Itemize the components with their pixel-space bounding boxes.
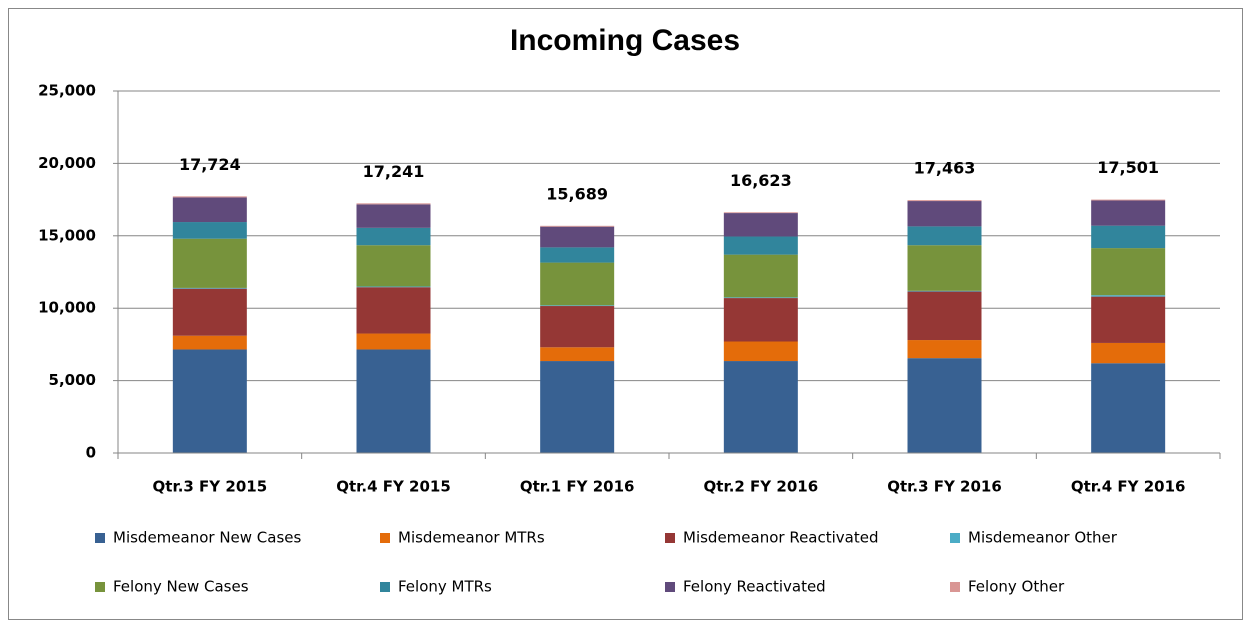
bar-segment <box>907 290 982 292</box>
x-tick-label: Qtr.4 FY 2016 <box>1071 478 1186 496</box>
total-label: 16,623 <box>730 171 792 190</box>
bar-segment <box>356 245 431 287</box>
bar-segment <box>540 262 615 306</box>
y-tick-label: 15,000 <box>38 226 96 244</box>
legend-label: Felony Reactivated <box>683 578 826 596</box>
y-tick-label: 20,000 <box>38 154 96 172</box>
total-label: 17,463 <box>914 159 976 178</box>
bar-segment <box>540 225 615 227</box>
legend-swatch <box>665 533 675 543</box>
bar-segment <box>356 287 431 334</box>
bar-segment <box>172 196 247 198</box>
bar-segment <box>907 291 982 341</box>
y-tick-label: 10,000 <box>38 299 96 317</box>
legend-swatch <box>380 582 390 592</box>
total-label: 17,501 <box>1097 158 1159 177</box>
legend-swatch <box>95 533 105 543</box>
bar-segment <box>1091 225 1166 249</box>
bar-segment <box>540 361 615 453</box>
x-tick-label: Qtr.4 FY 2015 <box>336 478 451 496</box>
legend-label: Misdemeanor Reactivated <box>683 529 879 547</box>
bar-segment <box>1091 342 1166 364</box>
bar-segment <box>172 222 247 239</box>
bar-segment <box>723 298 798 342</box>
legend-swatch <box>950 582 960 592</box>
legend-label: Misdemeanor MTRs <box>398 529 545 547</box>
bar-segment <box>356 333 431 350</box>
bar-segment <box>907 340 982 359</box>
legend-swatch <box>95 582 105 592</box>
bar-segment <box>540 306 615 348</box>
bar-segment <box>907 200 982 202</box>
x-tick-label: Qtr.2 FY 2016 <box>704 478 819 496</box>
total-label: 17,724 <box>179 155 241 174</box>
x-tick-label: Qtr.3 FY 2015 <box>153 478 268 496</box>
bar-segment <box>1091 248 1166 296</box>
bar-segment <box>1091 200 1166 226</box>
bar-segment <box>356 349 431 453</box>
bar-segment <box>907 245 982 291</box>
x-tick-label: Qtr.1 FY 2016 <box>520 478 635 496</box>
bar-segment <box>172 349 247 453</box>
bar-segment <box>1091 296 1166 343</box>
legend-label: Felony New Cases <box>113 578 249 596</box>
bar-segment <box>172 287 247 289</box>
bar-segment <box>172 197 247 223</box>
legend-swatch <box>665 582 675 592</box>
legend-swatch <box>380 533 390 543</box>
y-tick-label: 0 <box>86 444 96 462</box>
bar-segment <box>723 254 798 298</box>
bar-segment <box>356 286 431 288</box>
bar-segment <box>172 238 247 288</box>
bar-segment <box>907 358 982 453</box>
bar-segment <box>172 335 247 350</box>
bar-segment <box>723 341 798 362</box>
bar-segment <box>1091 295 1166 297</box>
bar-segment <box>1091 363 1166 453</box>
bar-segment <box>723 361 798 453</box>
total-label: 15,689 <box>546 184 608 203</box>
legend-label: Felony MTRs <box>398 578 492 596</box>
bar-segment <box>723 212 798 214</box>
bar-segment <box>723 213 798 237</box>
bar-segment <box>723 297 798 299</box>
bar-segment <box>1091 199 1166 201</box>
bar-segment <box>356 203 431 205</box>
bar-segment <box>540 347 615 362</box>
bar-segment <box>907 201 982 227</box>
legend-label: Misdemeanor Other <box>968 529 1118 547</box>
x-tick-label: Qtr.3 FY 2016 <box>887 478 1002 496</box>
total-label: 17,241 <box>363 162 425 181</box>
y-tick-label: 5,000 <box>49 371 96 389</box>
chart-title: Incoming Cases <box>510 24 740 57</box>
bar-segment <box>356 204 431 228</box>
bar-segment <box>540 226 615 248</box>
y-tick-label: 25,000 <box>38 82 96 100</box>
legend-swatch <box>950 533 960 543</box>
bar-segment <box>356 227 431 246</box>
legend-label: Misdemeanor New Cases <box>113 529 302 547</box>
bar-segment <box>540 247 615 263</box>
legend-label: Felony Other <box>968 578 1065 596</box>
bar-segment <box>907 226 982 246</box>
bar-segment <box>540 305 615 307</box>
bar-segment <box>723 236 798 255</box>
bar-segment <box>172 288 247 336</box>
